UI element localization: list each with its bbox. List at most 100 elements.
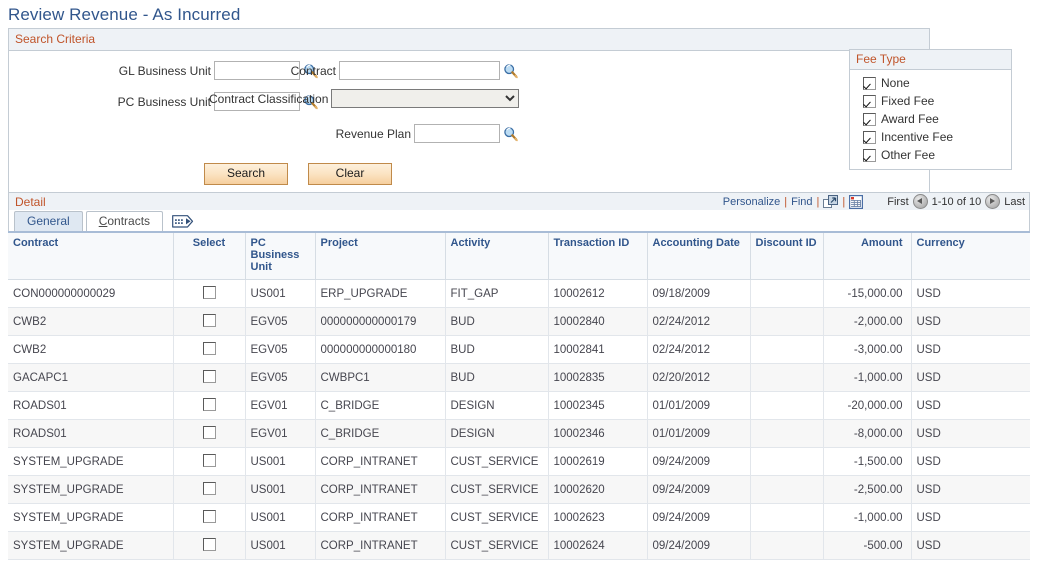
table-row[interactable]: GACAPC1 EGV05 CWBPC1 BUD 10002835 02/20/… xyxy=(8,363,1030,392)
cell-transaction-id: 10002840 xyxy=(548,307,648,336)
revenue-plan-lookup-icon[interactable] xyxy=(503,126,519,142)
fee-type-checkbox-award-fee[interactable] xyxy=(863,112,876,126)
cell-activity: FIT_GAP xyxy=(445,279,549,308)
expand-icon[interactable] xyxy=(823,194,839,209)
tab-contracts-accesskey: C xyxy=(98,214,108,228)
fee-type-item-incentive-fee[interactable]: Incentive Fee xyxy=(850,128,1011,146)
cell-amount: -500.00 xyxy=(823,531,912,560)
column-header-discount-id[interactable]: Discount ID xyxy=(750,232,824,280)
row-select-checkbox[interactable] xyxy=(202,285,216,299)
cell-activity: BUD xyxy=(445,335,549,364)
pc-business-unit-lookup-icon[interactable] xyxy=(303,94,319,110)
personalize-link[interactable]: Personalize xyxy=(722,195,781,208)
table-body: CON000000000029 US001 ERP_UPGRADE FIT_GA… xyxy=(8,279,1030,560)
fee-type-label-other-fee: Other Fee xyxy=(881,148,936,162)
nav-separator-2: | xyxy=(816,195,820,208)
cell-activity: DESIGN xyxy=(445,419,549,448)
table-row[interactable]: ROADS01 EGV01 C_BRIDGE DESIGN 10002346 0… xyxy=(8,419,1030,448)
table-row[interactable]: SYSTEM_UPGRADE US001 CORP_INTRANET CUST_… xyxy=(8,503,1030,532)
cell-pc-business-unit: EGV05 xyxy=(245,363,316,392)
fee-type-item-award-fee[interactable]: Award Fee xyxy=(850,110,1011,128)
column-header-project[interactable]: Project xyxy=(315,232,446,280)
fee-type-checkbox-none[interactable] xyxy=(863,76,876,90)
row-select-checkbox[interactable] xyxy=(202,313,216,327)
cell-transaction-id: 10002346 xyxy=(548,419,648,448)
detail-header-bar: Detail Personalize | Find | | xyxy=(8,192,1030,210)
cell-select xyxy=(173,363,246,392)
table-row[interactable]: CWB2 EGV05 000000000000180 BUD 10002841 … xyxy=(8,335,1030,364)
contract-input[interactable] xyxy=(339,61,500,80)
gl-business-unit-lookup-icon[interactable] xyxy=(303,63,319,79)
first-page-label[interactable]: First xyxy=(887,195,909,208)
revenue-detail-table: Contract Select PC Business Unit Project… xyxy=(8,231,1030,560)
column-header-amount[interactable]: Amount xyxy=(823,232,912,280)
show-all-columns-icon[interactable] xyxy=(172,215,194,228)
fee-type-panel: Fee Type None Fixed Fee Award Fee Incent… xyxy=(849,49,1012,170)
column-header-transaction-id[interactable]: Transaction ID xyxy=(548,232,648,280)
column-header-select[interactable]: Select xyxy=(173,232,246,280)
cell-amount: -1,000.00 xyxy=(823,503,912,532)
column-header-activity[interactable]: Activity xyxy=(445,232,549,280)
cell-activity: BUD xyxy=(445,307,549,336)
cell-transaction-id: 10002835 xyxy=(548,363,648,392)
fee-type-checkbox-fixed-fee[interactable] xyxy=(863,94,876,108)
last-page-label[interactable]: Last xyxy=(1004,195,1025,208)
cell-contract: SYSTEM_UPGRADE xyxy=(8,475,174,504)
row-select-checkbox[interactable] xyxy=(202,453,216,467)
pc-business-unit-input[interactable] xyxy=(214,92,300,111)
revenue-plan-input[interactable] xyxy=(414,124,500,143)
row-select-checkbox[interactable] xyxy=(202,397,216,411)
next-page-icon[interactable] xyxy=(985,194,1001,209)
clear-button[interactable]: Clear xyxy=(308,163,392,185)
cell-select xyxy=(173,391,246,420)
cell-project: C_BRIDGE xyxy=(315,419,446,448)
row-select-checkbox[interactable] xyxy=(202,537,216,551)
row-select-checkbox[interactable] xyxy=(202,425,216,439)
table-row[interactable]: SYSTEM_UPGRADE US001 CORP_INTRANET CUST_… xyxy=(8,531,1030,560)
cell-amount: -2,000.00 xyxy=(823,307,912,336)
fee-type-item-none[interactable]: None xyxy=(850,74,1011,92)
cell-pc-business-unit: US001 xyxy=(245,503,316,532)
row-select-checkbox[interactable] xyxy=(202,509,216,523)
row-select-checkbox[interactable] xyxy=(202,369,216,383)
search-button[interactable]: Search xyxy=(204,163,288,185)
fee-type-checkbox-incentive-fee[interactable] xyxy=(863,130,876,144)
fee-type-checkbox-other-fee[interactable] xyxy=(863,148,876,162)
cell-transaction-id: 10002619 xyxy=(548,447,648,476)
cell-activity: BUD xyxy=(445,363,549,392)
nav-separator-3: | xyxy=(842,195,846,208)
cell-accounting-date: 01/01/2009 xyxy=(647,391,751,420)
tab-general[interactable]: General xyxy=(14,211,83,231)
column-header-currency[interactable]: Currency xyxy=(911,232,1030,280)
spreadsheet-grid-icon[interactable] xyxy=(849,194,864,209)
row-select-checkbox[interactable] xyxy=(202,481,216,495)
cell-project: 000000000000180 xyxy=(315,335,446,364)
row-select-checkbox[interactable] xyxy=(202,341,216,355)
fee-type-label-none: None xyxy=(881,76,910,90)
contract-classification-select[interactable] xyxy=(331,89,519,108)
previous-page-icon[interactable] xyxy=(912,194,928,209)
find-link[interactable]: Find xyxy=(791,195,813,208)
table-row[interactable]: CWB2 EGV05 000000000000179 BUD 10002840 … xyxy=(8,307,1030,336)
cell-select xyxy=(173,335,246,364)
table-row[interactable]: CON000000000029 US001 ERP_UPGRADE FIT_GA… xyxy=(8,279,1030,308)
cell-project: ERP_UPGRADE xyxy=(315,279,446,308)
field-gl-business-unit: GL Business Unit xyxy=(9,61,319,80)
table-row[interactable]: SYSTEM_UPGRADE US001 CORP_INTRANET CUST_… xyxy=(8,475,1030,504)
tab-contracts[interactable]: Contracts xyxy=(85,211,164,231)
column-header-pc-business-unit[interactable]: PC Business Unit xyxy=(245,232,316,280)
column-header-accounting-date[interactable]: Accounting Date xyxy=(647,232,751,280)
fee-type-item-other-fee[interactable]: Other Fee xyxy=(850,146,1011,164)
cell-transaction-id: 10002623 xyxy=(548,503,648,532)
cell-project: CORP_INTRANET xyxy=(315,503,446,532)
cell-project: CORP_INTRANET xyxy=(315,475,446,504)
table-row[interactable]: SYSTEM_UPGRADE US001 CORP_INTRANET CUST_… xyxy=(8,447,1030,476)
fee-type-item-fixed-fee[interactable]: Fixed Fee xyxy=(850,92,1011,110)
cell-accounting-date: 09/24/2009 xyxy=(647,475,751,504)
gl-business-unit-input[interactable] xyxy=(214,61,300,80)
contract-lookup-icon[interactable] xyxy=(503,63,519,79)
column-header-contract[interactable]: Contract xyxy=(8,232,174,280)
table-row[interactable]: ROADS01 EGV01 C_BRIDGE DESIGN 10002345 0… xyxy=(8,391,1030,420)
cell-discount-id xyxy=(750,503,824,532)
field-contract: Contract xyxy=(291,61,519,80)
